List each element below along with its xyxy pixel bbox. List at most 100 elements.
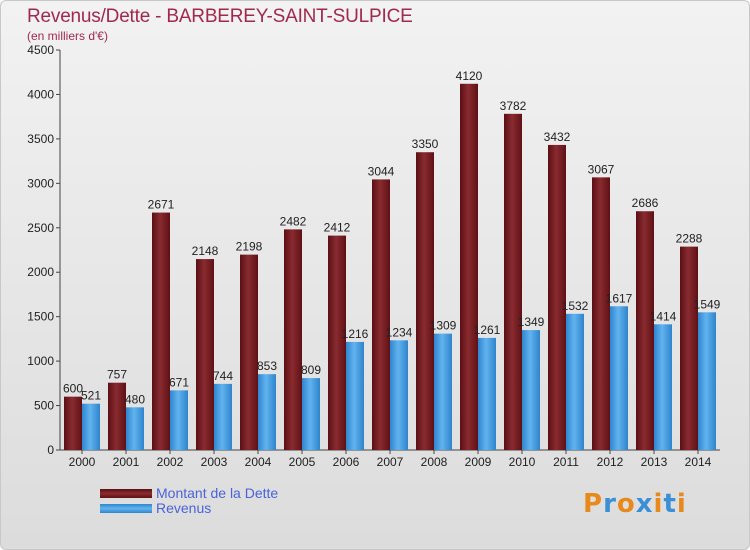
dette-bar (460, 83, 478, 451)
legend-swatch-dette (100, 489, 152, 498)
x-tick-label: 2009 (465, 455, 492, 469)
y-tick-label: 500 (34, 399, 54, 413)
dette-value-label: 2148 (192, 244, 219, 258)
y-tick-label: 3500 (27, 132, 54, 146)
dette-bar (592, 177, 610, 450)
revenus-value-label: 809 (301, 363, 321, 377)
y-tick-label: 0 (47, 443, 54, 457)
revenus-bar (698, 312, 716, 450)
dette-value-label: 2288 (676, 232, 703, 246)
revenus-value-label: 1309 (430, 319, 457, 333)
chart-subtitle: (en milliers d'€) (27, 29, 108, 43)
dette-bar (636, 211, 654, 450)
revenus-bar (478, 337, 496, 450)
revenus-bar (302, 378, 320, 450)
revenus-value-label: 1261 (474, 323, 501, 337)
revenus-bar (434, 333, 452, 450)
dette-value-label: 2198 (236, 240, 263, 254)
revenus-value-label: 1414 (650, 309, 677, 323)
dette-bar (504, 113, 522, 451)
dette-value-label: 3782 (500, 99, 527, 113)
legend-label-dette: Montant de la Dette (156, 485, 279, 501)
dette-value-label: 2686 (632, 196, 659, 210)
revenus-bar (346, 341, 364, 450)
dette-value-label: 600 (63, 382, 83, 396)
revenus-bar (170, 390, 188, 450)
logo-letter: r (603, 489, 617, 519)
proxiti-logo: Proxiti (583, 489, 687, 519)
x-tick-label: 2008 (421, 455, 448, 469)
dette-bar (416, 152, 434, 450)
logo-letter: t (663, 489, 677, 519)
x-tick-label: 2000 (69, 455, 96, 469)
revenus-bar (566, 313, 584, 450)
revenus-bar (654, 324, 672, 450)
y-tick-label: 1500 (27, 310, 54, 324)
logo-letter: x (635, 489, 654, 519)
revenus-bar (214, 383, 232, 450)
revenus-value-label: 671 (169, 375, 189, 389)
dette-value-label: 2671 (148, 198, 175, 212)
x-tick-label: 2004 (245, 455, 272, 469)
dette-value-label: 3067 (588, 162, 615, 176)
x-tick-label: 2013 (641, 455, 668, 469)
dette-bar (64, 396, 82, 450)
revenus-value-label: 480 (125, 392, 145, 406)
legend-swatch-revenus (100, 504, 152, 513)
x-tick-label: 2014 (685, 455, 712, 469)
revenus-value-label: 1234 (386, 325, 413, 339)
revenus-bar (258, 374, 276, 450)
logo-letter: i (676, 489, 687, 519)
dette-value-label: 2412 (324, 221, 351, 235)
dette-bar (108, 382, 126, 450)
x-tick-label: 2001 (113, 455, 140, 469)
legend-label-revenus: Revenus (156, 500, 212, 516)
dette-bar (284, 229, 302, 450)
revenus-value-label: 853 (257, 359, 277, 373)
revenus-value-label: 1617 (606, 291, 633, 305)
dette-bar (328, 235, 346, 450)
y-tick-label: 2000 (27, 265, 54, 279)
revenus-bar (390, 340, 408, 450)
y-tick-label: 4500 (27, 43, 54, 57)
y-tick-label: 2500 (27, 221, 54, 235)
dette-value-label: 3350 (412, 137, 439, 151)
logo-letter: i (653, 489, 664, 519)
x-tick-label: 2011 (553, 455, 579, 469)
x-tick-label: 2005 (289, 455, 316, 469)
dette-value-label: 3044 (368, 164, 395, 178)
revenus-bar (126, 407, 144, 450)
dette-value-label: 757 (107, 368, 127, 382)
revenus-value-label: 744 (213, 369, 233, 383)
y-tick-label: 1000 (27, 354, 54, 368)
x-tick-label: 2012 (597, 455, 624, 469)
revenus-value-label: 521 (81, 389, 101, 403)
dette-bar (548, 144, 566, 450)
dette-bar (680, 246, 698, 450)
y-tick-label: 4000 (27, 87, 54, 101)
dette-bar (152, 212, 170, 450)
dette-bar (372, 179, 390, 450)
x-tick-label: 2003 (201, 455, 228, 469)
revenus-bar (82, 403, 100, 450)
revenus-value-label: 1549 (694, 297, 721, 311)
logo-letter: o (616, 489, 636, 519)
dette-value-label: 2482 (280, 214, 307, 228)
x-tick-label: 2002 (157, 455, 184, 469)
revenus-value-label: 1216 (342, 327, 369, 341)
dette-value-label: 4120 (456, 69, 483, 83)
revenus-bar (522, 330, 540, 450)
revenus-bar (610, 306, 628, 450)
chart-title: Revenus/Dette - BARBEREY-SAINT-SULPICE (27, 6, 413, 27)
x-tick-label: 2010 (509, 455, 536, 469)
logo-letter: P (583, 489, 604, 519)
dette-bar (196, 259, 214, 450)
revenus-value-label: 1532 (562, 299, 589, 313)
dette-bar (240, 254, 258, 450)
y-tick-label: 3000 (27, 176, 54, 190)
x-tick-label: 2007 (377, 455, 404, 469)
dette-value-label: 3432 (544, 130, 571, 144)
x-tick-label: 2006 (333, 455, 360, 469)
revenus-value-label: 1349 (518, 315, 545, 329)
